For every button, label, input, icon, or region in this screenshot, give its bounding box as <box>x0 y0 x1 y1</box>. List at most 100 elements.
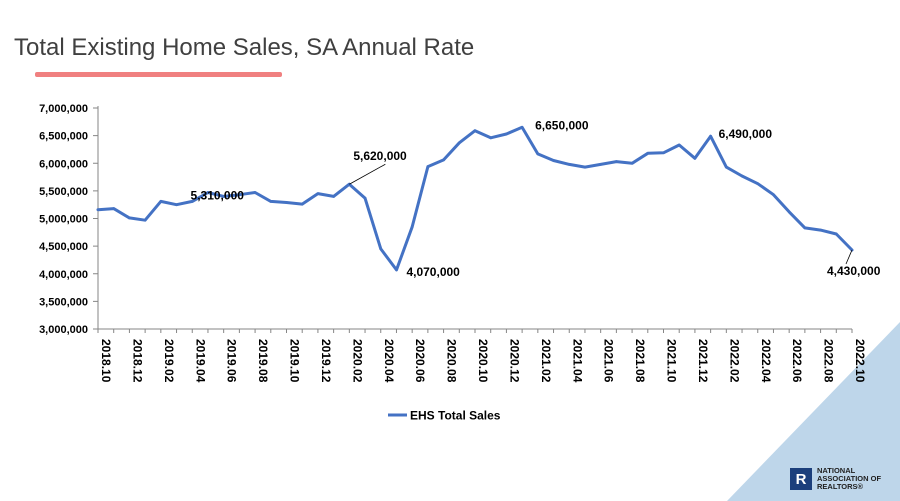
x-tick-label: 2022.04 <box>759 339 773 383</box>
data-point <box>489 136 493 140</box>
x-tick-label: 2020.04 <box>382 339 396 383</box>
data-label: 5,310,000 <box>191 189 245 203</box>
data-label: 5,620,000 <box>353 149 407 163</box>
data-point <box>787 210 791 214</box>
data-point <box>316 192 320 195</box>
data-point <box>222 195 225 198</box>
data-point <box>442 158 445 162</box>
data-point <box>300 202 304 206</box>
data-point <box>725 165 728 169</box>
x-tick-label: 2021.10 <box>665 339 679 383</box>
x-tick-label: 2022.06 <box>790 339 804 383</box>
data-point <box>206 191 210 194</box>
x-tick-label: 2019.12 <box>319 339 333 383</box>
logo-line-3: REALTORS® <box>817 482 864 491</box>
y-axis-tick-labels: 3,000,000 3,500,000 4,000,000 4,500,000 5,00… <box>39 103 98 336</box>
data-point <box>505 132 508 136</box>
x-tick-label: 2022.08 <box>822 339 836 383</box>
data-point <box>709 134 712 138</box>
data-point <box>520 126 524 129</box>
y-tick-label: 3,000,000 <box>39 324 88 336</box>
data-point <box>473 129 477 132</box>
data-point <box>112 207 116 210</box>
data-label: 4,430,000 <box>827 264 881 278</box>
x-tick-label: 2021.04 <box>570 339 584 383</box>
corner-triangle-shape <box>727 322 900 501</box>
y-tick-label: 6,000,000 <box>39 158 88 170</box>
data-label: 4,070,000 <box>406 265 460 279</box>
data-point <box>363 196 367 200</box>
data-point <box>332 195 335 198</box>
data-point <box>552 159 555 162</box>
data-point <box>662 151 665 155</box>
x-tick-label: 2020.12 <box>507 339 521 383</box>
data-point <box>175 203 178 206</box>
data-point <box>536 152 540 156</box>
legend-label: EHS Total Sales <box>410 409 501 423</box>
legend: EHS Total Sales <box>388 409 501 423</box>
y-tick-label: 5,500,000 <box>39 186 88 198</box>
x-tick-label: 2019.08 <box>256 339 270 383</box>
data-point <box>395 268 398 272</box>
data-point <box>190 200 194 203</box>
data-label-leader <box>845 249 853 265</box>
data-point <box>834 232 838 236</box>
realtor-r-icon: R <box>790 468 812 490</box>
data-point <box>567 163 571 166</box>
data-point <box>269 200 273 203</box>
x-tick-label: 2021.06 <box>602 339 616 383</box>
data-label-group: 5,310,000 5,620,000 4,070,000 6,650,000 6,49… <box>191 118 881 279</box>
data-label-leader <box>349 163 386 185</box>
data-point <box>96 208 100 211</box>
logo-text: NATIONAL ASSOCIATION OF REALTORS® <box>817 467 881 491</box>
data-point <box>756 182 760 185</box>
data-point <box>740 174 744 178</box>
data-point <box>159 200 163 203</box>
data-point <box>426 165 430 168</box>
data-point <box>583 165 587 169</box>
x-axis-tick-labels: 2018.10 2018.12 2019.02 2019.04 2019.06 2019.… <box>97 329 867 383</box>
x-tick-label: 2022.10 <box>853 339 867 383</box>
data-point <box>803 226 807 230</box>
x-tick-label: 2019.06 <box>225 339 239 383</box>
x-tick-label: 2022.02 <box>727 339 741 383</box>
y-tick-label: 4,000,000 <box>39 269 88 281</box>
x-tick-label: 2021.12 <box>696 339 710 383</box>
data-point <box>285 201 288 204</box>
nar-logo: R NATIONAL ASSOCIATION OF REALTORS® <box>790 467 881 491</box>
x-tick-label: 2021.08 <box>633 339 647 383</box>
x-tick-label: 2021.02 <box>539 339 553 383</box>
page-title: Total Existing Home Sales, SA Annual Rat… <box>14 34 475 61</box>
data-point <box>819 228 822 232</box>
data-point <box>253 191 257 194</box>
data-point <box>128 216 131 220</box>
data-label: 6,490,000 <box>719 127 773 141</box>
y-tick-label: 5,000,000 <box>39 214 88 226</box>
data-point <box>379 247 383 251</box>
data-label: 6,650,000 <box>535 118 589 132</box>
y-tick-label: 4,500,000 <box>39 241 88 253</box>
data-point <box>238 193 241 197</box>
logo-line-2: ASSOCIATION OF <box>817 474 882 483</box>
data-point <box>693 156 697 160</box>
data-point <box>630 161 634 165</box>
x-tick-label: 2019.10 <box>288 339 302 383</box>
y-tick-label: 3,500,000 <box>39 296 88 308</box>
data-point <box>677 143 681 147</box>
x-tick-label: 2019.04 <box>193 339 207 383</box>
data-point <box>143 218 147 222</box>
data-point <box>599 163 602 166</box>
data-point <box>772 193 775 197</box>
x-tick-label: 2018.10 <box>99 339 113 383</box>
logo-line-1: NATIONAL <box>817 466 856 475</box>
data-point <box>457 141 461 145</box>
x-tick-label: 2020.02 <box>350 339 364 383</box>
data-point <box>410 225 414 229</box>
x-tick-label: 2018.12 <box>130 339 144 383</box>
data-point <box>615 160 618 163</box>
x-tick-label: 2020.08 <box>445 339 459 383</box>
data-point <box>646 152 650 155</box>
x-tick-label: 2020.06 <box>413 339 427 383</box>
